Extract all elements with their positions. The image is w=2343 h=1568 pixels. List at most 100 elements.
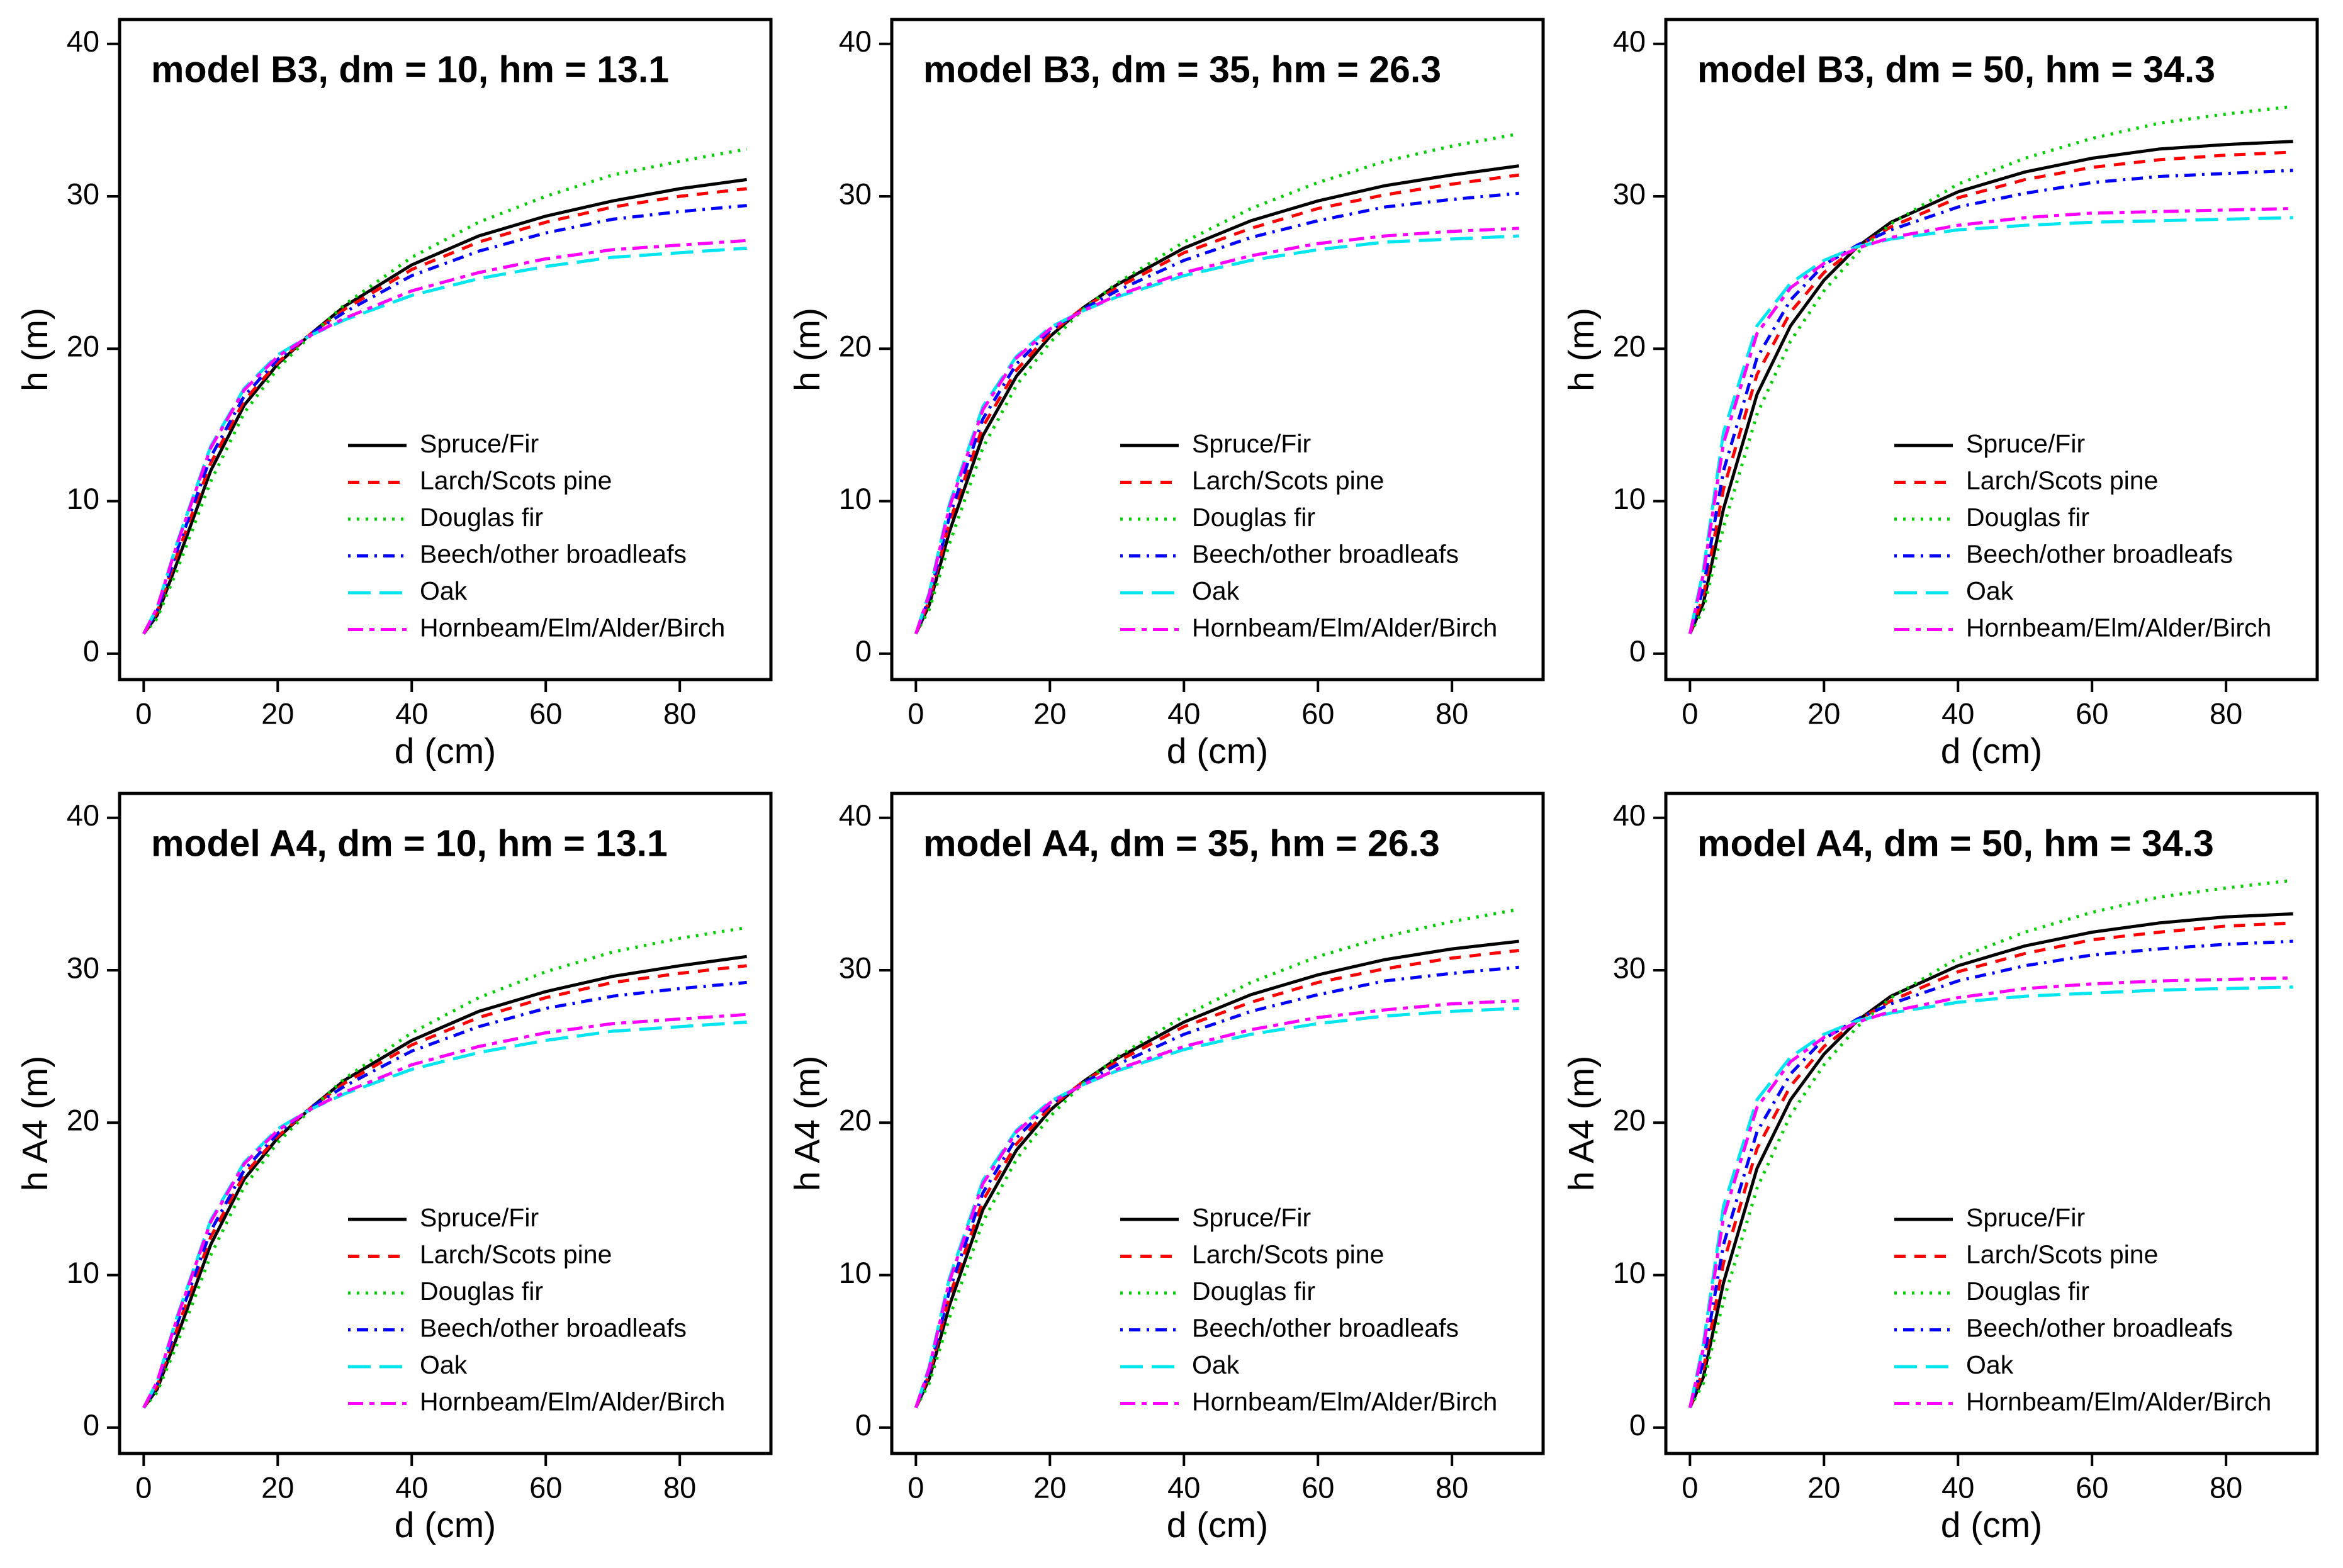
x-tick-label: 60	[2076, 697, 2108, 730]
legend-label: Oak	[1966, 1350, 2014, 1379]
y-tick-label: 20	[1613, 330, 1646, 363]
series-line	[142, 980, 747, 1409]
y-tick-label: 20	[839, 330, 872, 363]
x-axis-label: d (cm)	[1941, 1505, 2042, 1545]
x-tick-label: 40	[1167, 697, 1200, 730]
x-tick-label: 60	[529, 1470, 562, 1504]
legend-label: Beech/other broadleafs	[1966, 1313, 2233, 1342]
y-tick-label: 0	[855, 634, 872, 668]
y-tick-label: 30	[839, 951, 872, 984]
panel-title: model B3, dm = 35, hm = 26.3	[923, 49, 1441, 91]
series-line	[1688, 216, 2293, 634]
series-line	[914, 164, 1520, 635]
y-axis-label: h A4 (m)	[1561, 1056, 1602, 1191]
legend-label: Spruce/Fir	[420, 429, 539, 458]
x-tick-label: 20	[1807, 697, 1840, 730]
legend-label: Beech/other broadleafs	[420, 1313, 687, 1342]
x-tick-label: 0	[907, 1470, 924, 1504]
legend-label: Hornbeam/Elm/Alder/Birch	[1966, 613, 2271, 642]
x-tick-label: 0	[907, 697, 924, 730]
y-tick-label: 40	[1613, 25, 1646, 58]
y-tick-label: 30	[67, 951, 99, 984]
legend-label: Hornbeam/Elm/Alder/Birch	[1192, 1387, 1497, 1416]
x-tick-label: 40	[1941, 1470, 1974, 1504]
y-tick-label: 0	[855, 1408, 872, 1442]
y-tick-label: 30	[67, 177, 99, 210]
legend-label: Oak	[1966, 576, 2014, 605]
panel-title: model A4, dm = 35, hm = 26.3	[923, 823, 1440, 865]
x-tick-label: 80	[663, 697, 696, 730]
plot-frame	[890, 18, 1545, 681]
series-line	[142, 204, 747, 635]
legend-label: Hornbeam/Elm/Alder/Birch	[420, 613, 725, 642]
y-tick-label: 0	[83, 634, 99, 668]
x-tick-label: 80	[2210, 697, 2242, 730]
series-line	[1688, 206, 2293, 634]
legend-label: Beech/other broadleafs	[420, 539, 687, 568]
x-tick-label: 0	[1682, 697, 1698, 730]
legend-label: Hornbeam/Elm/Alder/Birch	[1192, 613, 1497, 642]
x-tick-label: 60	[2076, 1470, 2108, 1504]
x-tick-label: 80	[663, 1470, 696, 1504]
y-tick-label: 40	[839, 25, 872, 58]
series-line	[142, 246, 747, 635]
x-tick-label: 0	[135, 697, 152, 730]
y-tick-label: 40	[1613, 798, 1646, 832]
plot-frame	[118, 18, 773, 681]
series-line	[914, 907, 1520, 1409]
y-axis-label: h A4 (m)	[15, 1056, 55, 1191]
series-line	[914, 949, 1519, 1409]
y-axis-label: h (m)	[1561, 308, 1602, 391]
panel-title: model B3, dm = 50, hm = 34.3	[1697, 49, 2215, 91]
x-axis-label: d (cm)	[395, 731, 496, 771]
legend-label: Beech/other broadleafs	[1966, 539, 2233, 568]
series-line	[1688, 921, 2293, 1409]
series-line	[142, 1020, 747, 1409]
y-tick-label: 20	[67, 1104, 99, 1137]
series-line	[1688, 140, 2293, 635]
legend-label: Oak	[1192, 1350, 1240, 1379]
series-line	[1688, 169, 2293, 635]
legend-label: Spruce/Fir	[1192, 1203, 1311, 1232]
legend-label: Spruce/Fir	[1966, 1203, 2085, 1232]
y-tick-label: 10	[1613, 482, 1646, 515]
legend-label: Oak	[420, 1350, 468, 1379]
y-axis-label: h (m)	[787, 308, 828, 391]
series-line	[142, 1012, 747, 1409]
x-axis-label: d (cm)	[1167, 1505, 1268, 1545]
legend-label: Larch/Scots pine	[420, 1240, 612, 1268]
x-tick-label: 0	[1682, 1470, 1698, 1504]
y-tick-label: 10	[839, 482, 872, 515]
legend-label: Larch/Scots pine	[1966, 466, 2158, 495]
series-line	[142, 926, 748, 1409]
panel-title: model A4, dm = 50, hm = 34.3	[1697, 823, 2214, 865]
legend-label: Larch/Scots pine	[1192, 1240, 1384, 1268]
y-tick-label: 20	[839, 1104, 872, 1137]
y-tick-label: 30	[1613, 177, 1646, 210]
legend-label: Beech/other broadleafs	[1192, 1313, 1459, 1342]
series-line	[1688, 912, 2293, 1409]
legend-label: Spruce/Fir	[420, 1203, 539, 1232]
series-line	[914, 999, 1519, 1409]
x-axis-label: d (cm)	[1941, 731, 2042, 771]
panel-title: model A4, dm = 10, hm = 13.1	[151, 823, 668, 865]
x-tick-label: 0	[135, 1470, 152, 1504]
series-line	[1688, 976, 2293, 1408]
legend-label: Douglas fir	[420, 1277, 543, 1306]
plot-frame	[890, 792, 1545, 1455]
series-line	[914, 173, 1520, 635]
x-tick-label: 80	[1436, 1470, 1468, 1504]
series-line	[1688, 104, 2293, 635]
series-line	[914, 227, 1519, 635]
legend-label: Hornbeam/Elm/Alder/Birch	[1966, 1387, 2271, 1416]
x-tick-label: 80	[1436, 697, 1468, 730]
panel-title: model B3, dm = 10, hm = 13.1	[151, 49, 669, 91]
x-tick-label: 40	[395, 1470, 428, 1504]
y-tick-label: 20	[1613, 1104, 1646, 1137]
y-tick-label: 30	[1613, 951, 1646, 984]
x-axis-label: d (cm)	[395, 1505, 496, 1545]
x-tick-label: 20	[1807, 1470, 1840, 1504]
